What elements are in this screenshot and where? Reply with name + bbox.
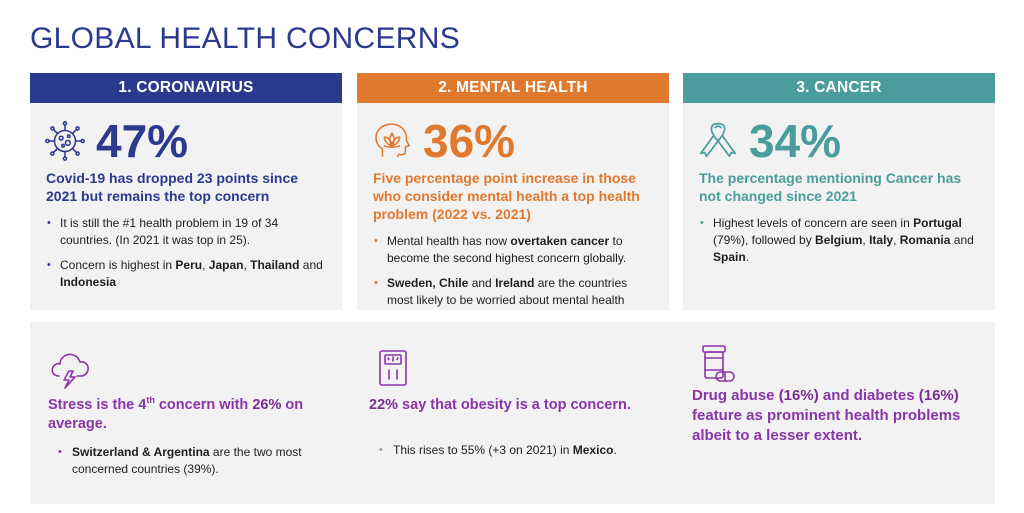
bullet-item: It is still the #1 health problem in 19 … — [46, 215, 328, 249]
obesity-section: 22% say that obesity is a top concern. T… — [367, 322, 657, 504]
stat-value: 47% — [96, 115, 189, 167]
card-header: 3. CANCER — [683, 73, 995, 103]
bottom-panel: Stress is the 4th concern with 26% on av… — [30, 322, 995, 504]
stat-value: 36% — [423, 115, 516, 167]
card-header: 2. MENTAL HEALTH — [357, 73, 669, 103]
bullet-item: Mental health has now overtaken cancer t… — [373, 233, 655, 267]
drugs-diabetes-section: Drug abuse (16%) and diabetes (16%) feat… — [690, 322, 980, 504]
obesity-lead: 22% say that obesity is a top concern. — [369, 397, 631, 413]
bullet-list: Highest levels of concern are seen in Po… — [699, 215, 981, 266]
card-mental-health: 2. MENTAL HEALTH 36% Five percentage poi… — [357, 73, 669, 310]
drugs-diabetes-lead: Drug abuse (16%) and diabetes (16%) feat… — [692, 387, 961, 444]
awareness-ribbon-icon — [699, 122, 737, 158]
bullet-list: Mental health has now overtaken cancer t… — [373, 233, 655, 309]
bullet-list: It is still the #1 health problem in 19 … — [46, 215, 328, 291]
stat-value: 34% — [749, 115, 842, 167]
bullet-item: Concern is highest in Peru, Japan, Thail… — [46, 257, 328, 291]
bullet-list: This rises to 55% (+3 on 2021) in Mexico… — [377, 442, 657, 459]
page-title: GLOBAL HEALTH CONCERNS — [30, 22, 461, 55]
card-coronavirus: 1. CORONAVIRUS 47% Covid-19 has dropped … — [30, 73, 342, 310]
card-lead: Covid-19 has dropped 23 points since 202… — [46, 170, 299, 204]
card-cancer: 3. CANCER 34% The percentage mentioning … — [683, 73, 995, 310]
bullet-item: Highest levels of concern are seen in Po… — [699, 215, 981, 266]
card-lead: The percentage mentioning Cancer has not… — [699, 170, 962, 204]
card-lead: Five percentage point increase in those … — [373, 170, 640, 222]
stress-section: Stress is the 4th concern with 26% on av… — [46, 322, 336, 504]
stress-lead: Stress is the 4th concern with 26% on av… — [48, 395, 304, 432]
virus-icon — [45, 121, 85, 161]
weighing-scale-icon — [379, 350, 407, 386]
bullet-item: Switzerland & Argentina are the two most… — [56, 444, 336, 478]
bullet-list: Switzerland & Argentina are the two most… — [56, 444, 336, 478]
mind-lotus-icon — [375, 123, 410, 158]
storm-cloud-icon — [51, 353, 89, 389]
bullet-item: Sweden, Chile and Ireland are the countr… — [373, 275, 655, 309]
bullet-item: This rises to 55% (+3 on 2021) in Mexico… — [377, 442, 657, 459]
pills-bottle-icon — [702, 345, 735, 382]
card-header: 1. CORONAVIRUS — [30, 73, 342, 103]
